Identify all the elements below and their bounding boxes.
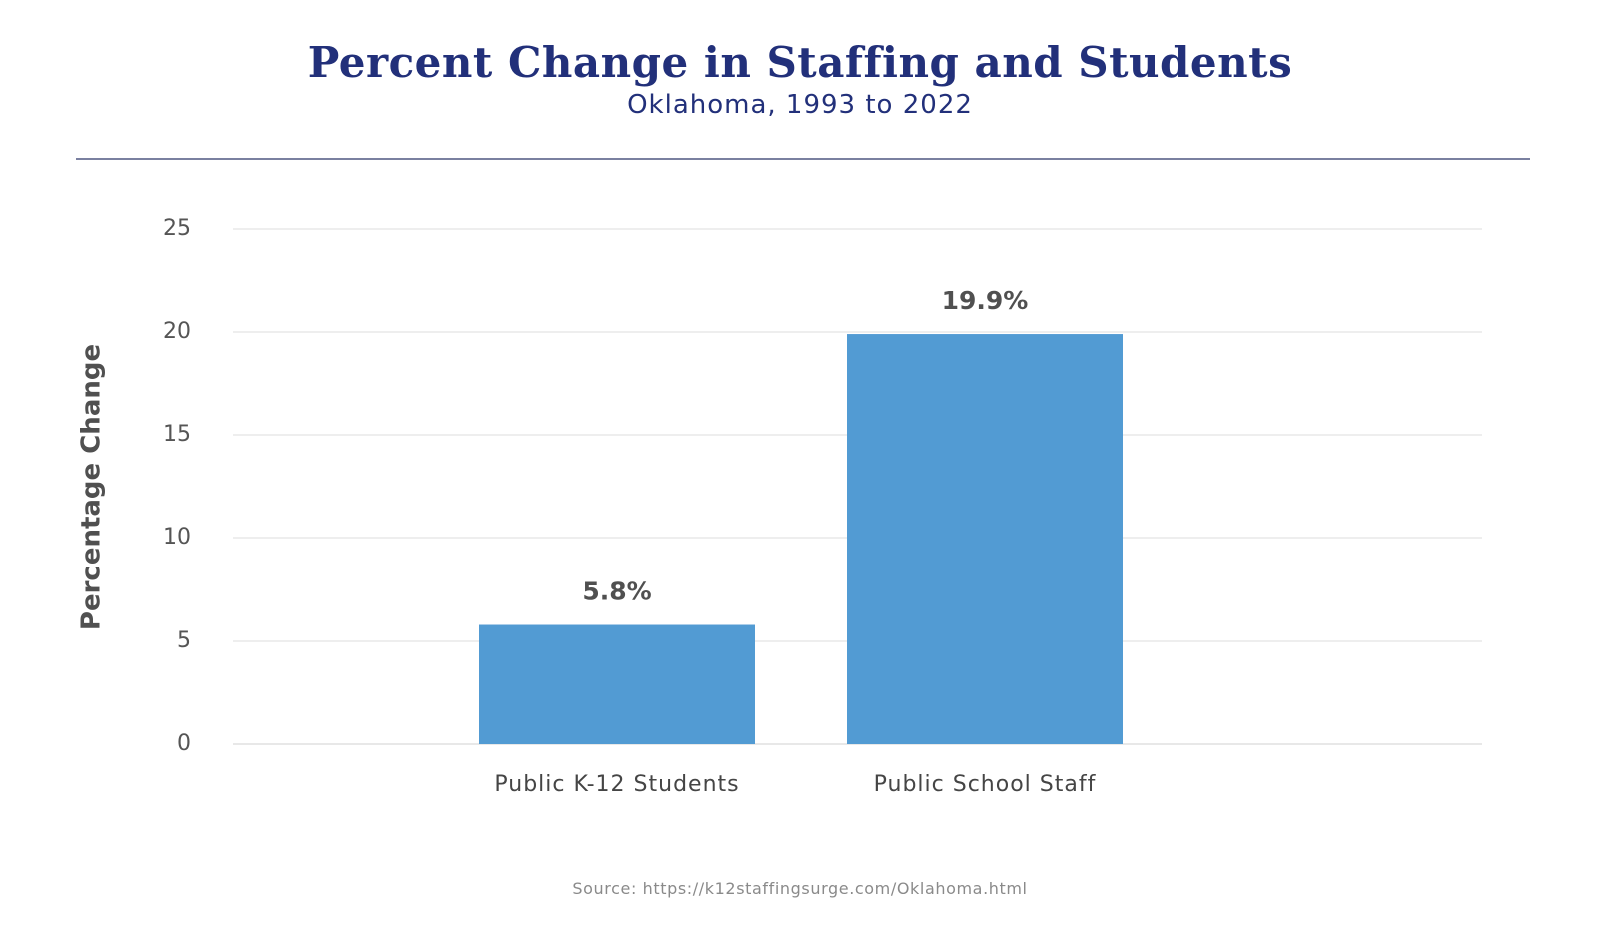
- data-label: 5.8%: [582, 577, 651, 606]
- bar: [479, 624, 755, 744]
- chart-title: Percent Change in Staffing and Students: [307, 38, 1293, 87]
- data-labels: 5.8% 19.9%: [582, 286, 1028, 605]
- y-tick-label: 10: [163, 525, 191, 550]
- y-axis-ticks: 0 5 10 15 20 25: [163, 216, 191, 756]
- bars: [479, 334, 1123, 744]
- x-axis-ticks: Public K-12 Students Public School Staff: [494, 772, 1097, 797]
- data-label: 19.9%: [942, 286, 1029, 315]
- y-tick-label: 15: [163, 422, 191, 447]
- bar: [847, 334, 1123, 744]
- x-tick-label: Public School Staff: [874, 772, 1097, 797]
- chart-subtitle: Oklahoma, 1993 to 2022: [627, 90, 973, 120]
- header-divider: [76, 158, 1530, 160]
- x-tick-label: Public K-12 Students: [494, 772, 739, 797]
- source-note: Source: https://k12staffingsurge.com/Okl…: [572, 879, 1028, 898]
- y-tick-label: 25: [163, 216, 191, 241]
- y-axis-label: Percentage Change: [77, 344, 107, 630]
- y-tick-label: 20: [163, 319, 191, 344]
- y-tick-label: 5: [177, 628, 191, 653]
- y-tick-label: 0: [177, 731, 191, 756]
